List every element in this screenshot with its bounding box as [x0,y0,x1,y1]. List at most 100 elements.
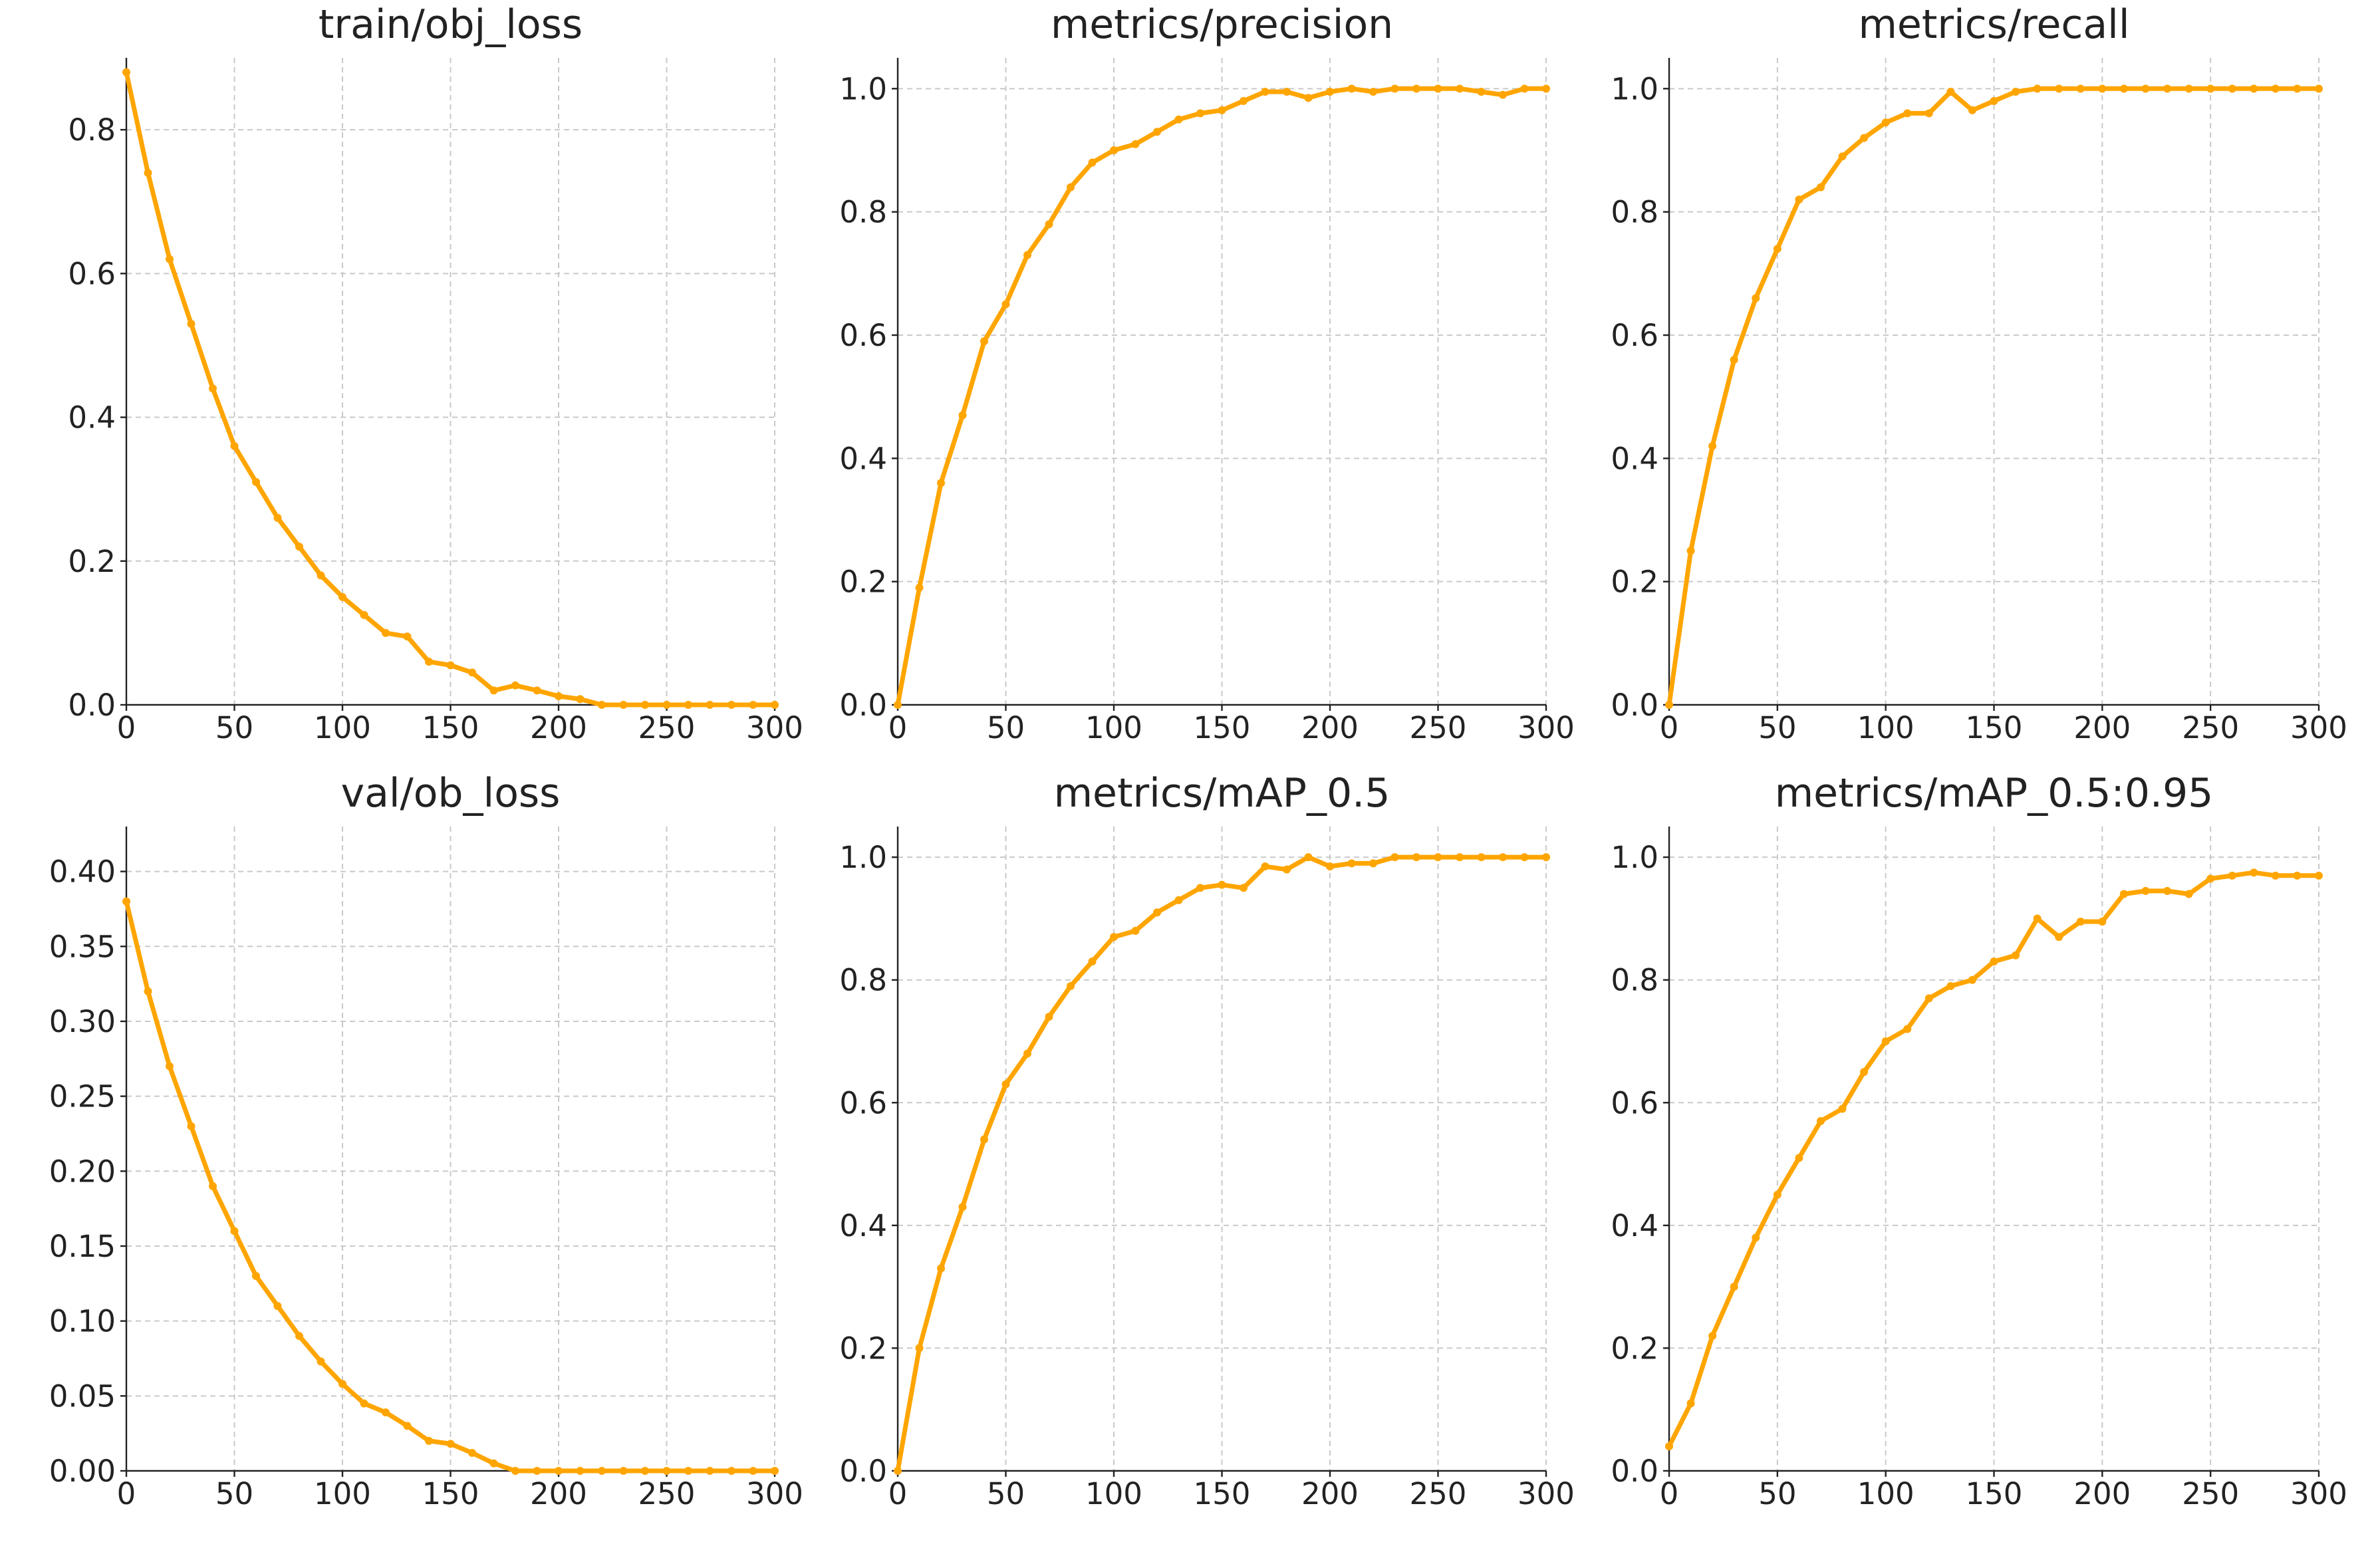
x-tick-label: 150 [1194,710,1251,745]
data-point [273,513,282,522]
data-point [1218,880,1226,889]
data-point [937,1264,945,1273]
data-point [1752,294,1760,303]
data-point [144,987,152,995]
data-point [958,1203,967,1212]
data-point [1542,853,1550,862]
data-point [1369,859,1377,868]
data-point [1881,118,1890,127]
data-point [684,1467,692,1475]
y-tick-label: 1.0 [839,840,887,875]
data-point [1499,90,1507,99]
data-point [2184,84,2193,93]
data-point [2228,84,2236,93]
data-point [1240,884,1248,892]
data-point [1816,1116,1825,1125]
data-point [1903,1025,1912,1033]
data-point [403,632,412,641]
data-point [533,686,541,695]
data-point [1795,1154,1803,1162]
chart-title: metrics/mAP_0.5 [1054,770,1390,817]
data-point [1196,109,1204,118]
data-point [382,1408,390,1417]
data-point [2315,871,2323,880]
data-point [1665,701,1673,709]
data-point [2184,890,2193,898]
y-tick-label: 0.6 [1611,318,1658,353]
chart-panel-0: 0 50 100 150 200 250 300 0.0 0.2 0.4 0.6 0.8 train/o… [68,1,803,745]
data-point [619,1467,628,1475]
data-point [2012,951,2020,960]
data-point [706,1467,714,1475]
data-point [598,1467,606,1475]
data-point [2163,84,2172,93]
x-tick-label: 0 [888,1476,908,1511]
data-point [1708,1331,1717,1340]
x-tick-label: 100 [1857,710,1915,745]
data-point [915,583,924,592]
data-point [641,1467,649,1475]
data-point [338,592,346,601]
y-tick-label: 0.4 [1611,1208,1658,1243]
data-point [1990,958,1998,966]
data-point [1390,84,1399,93]
x-tick-label: 300 [2290,1476,2347,1511]
data-point [2055,84,2063,93]
data-point [1946,981,1955,990]
data-point [1390,853,1399,862]
y-tick-label: 0.2 [1611,1331,1658,1366]
chart-panel-1: 0 50 100 150 200 250 300 0.0 0.2 0.4 0.6 0.8 1.0 metr… [839,1,1575,745]
data-point [2228,871,2236,880]
y-tick-label: 1.0 [839,71,887,106]
data-point [1196,884,1204,892]
data-point [403,1422,412,1430]
x-tick-label: 300 [746,710,803,745]
data-point [489,686,498,695]
data-point [360,1399,368,1408]
y-tick-label: 0.20 [49,1154,116,1189]
data-point [1110,933,1118,942]
data-point [937,479,945,487]
x-tick-label: 50 [1758,710,1796,745]
data-point [2293,84,2302,93]
data-point [749,1467,757,1475]
chart-title: metrics/precision [1051,1,1393,48]
y-tick-label: 1.0 [1611,840,1658,875]
chart-title: train/obj_loss [319,1,583,48]
y-tick-label: 0.30 [49,1004,116,1039]
data-point [122,68,130,76]
y-tick-label: 0.2 [68,544,116,579]
data-point [1477,87,1486,96]
data-point [295,543,303,551]
data-point [1067,981,1075,990]
data-point [2119,890,2128,898]
data-point [1773,1190,1782,1199]
data-point [1326,87,1334,96]
data-point [273,1302,282,1311]
data-point [382,628,390,637]
data-point [1283,87,1291,96]
data-point [1686,1399,1695,1408]
data-point [1990,96,1998,105]
data-point [122,897,130,906]
y-tick-label: 0.40 [49,854,116,890]
data-point [468,1448,476,1457]
x-tick-label: 250 [1410,710,1467,745]
x-tick-label: 100 [1085,710,1142,745]
data-point [1347,859,1356,868]
x-tick-label: 100 [314,710,371,745]
y-tick-label: 0.2 [839,565,887,600]
data-point [771,1467,779,1475]
data-point [1218,106,1226,114]
data-point [468,668,476,677]
x-tick-label: 50 [987,710,1025,745]
data-point [2119,84,2128,93]
data-point [1001,1080,1010,1089]
data-point [1860,1068,1869,1077]
data-point [1369,87,1377,96]
y-tick-label: 0.35 [49,929,116,964]
data-point [2271,84,2280,93]
x-tick-label: 0 [1660,710,1679,745]
data-point [706,701,714,709]
data-point [252,477,260,486]
